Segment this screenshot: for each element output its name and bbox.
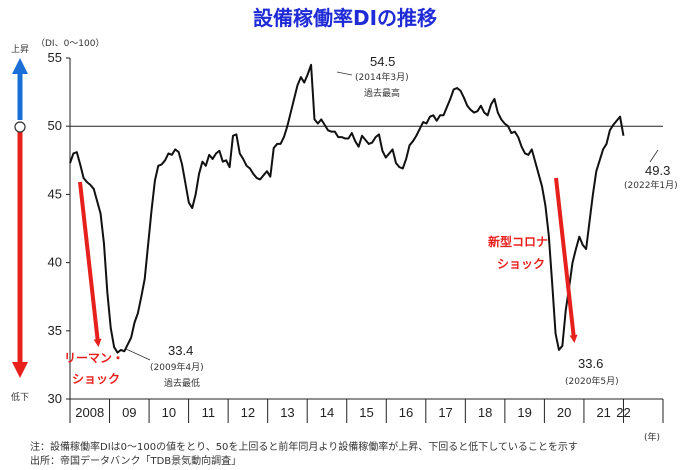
latest-leader-line [649,149,659,163]
x-tick-label: 11 [202,405,216,420]
side-scale-bottom-label: 低下 [11,391,29,403]
latest-value: 49.3 [645,163,670,178]
y-tick-label: 35 [48,323,62,338]
x-axis-unit: (年) [644,431,660,443]
y-tick-label: 30 [48,391,62,406]
covid-label-line1: 新型コロナ [488,234,548,249]
y-tick-label: 50 [48,118,62,133]
x-tick-label: 19 [517,405,531,420]
peak-note: 過去最高 [364,87,400,99]
y-tick-label: 45 [48,186,62,201]
chart-title: 設備稼働率DIの推移 [253,6,437,30]
x-tick-label: 12 [241,405,255,420]
x-tick-label: 09 [122,405,136,420]
lehman-label-line1: リーマン・ [64,351,124,365]
lehman-label-line2: ショック [72,372,120,386]
covid-label-line2: ショック [497,257,545,271]
down-arrow-icon [12,362,28,378]
lehman-low-leader-line [125,348,151,361]
y-axis-label: （DI、0〜100） [36,38,105,49]
footer-source: 出所：帝国データバンク「TDB景気動向調査」 [30,454,241,467]
peak-date: (2014年3月) [355,71,409,83]
x-tick-label: 16 [399,405,413,420]
x-tick-label: 22 [616,405,630,420]
y-ticks: 30 35 40 45 50 55 [48,50,70,406]
y-tick-label: 55 [48,50,62,65]
side-scale-top-label: 上昇 [11,44,29,55]
series-line [69,63,625,354]
x-tick-label: 13 [280,405,294,420]
x-ticks: 2008 09 10 11 12 13 14 15 16 17 18 19 20 21 22 [69,399,664,423]
side-scale: 上昇 低下 [11,44,29,403]
lehman-low-note: 過去最低 [164,377,200,389]
x-tick-label: 15 [359,405,373,420]
x-tick-label: 14 [320,405,334,420]
y-tick-label: 40 [48,255,62,270]
x-tick-label: 2008 [75,405,104,420]
lehman-arrow [78,181,102,347]
footer-note: 注：設備稼働率DIは0〜100の値をとり、50を上回ると前年同月より設備稼働率が… [30,440,578,453]
x-tick-label: 20 [557,405,571,420]
covid-arrow [554,177,578,343]
x-tick-label: 17 [438,405,452,420]
peak-leader-line [336,71,353,76]
x-tick-label: 18 [478,405,492,420]
lehman-low-date: (2009年4月) [150,361,204,373]
peak-value: 54.5 [370,54,395,69]
fifty-marker-icon [14,121,26,133]
lehman-low-value: 33.4 [168,343,193,358]
x-tick-label: 21 [596,405,610,420]
covid-low-value: 33.6 [578,356,603,371]
latest-date: (2022年1月) [624,179,678,191]
up-arrow-icon [12,58,28,74]
covid-low-date: (2020年5月) [565,375,619,387]
x-tick-label: 10 [162,405,176,420]
